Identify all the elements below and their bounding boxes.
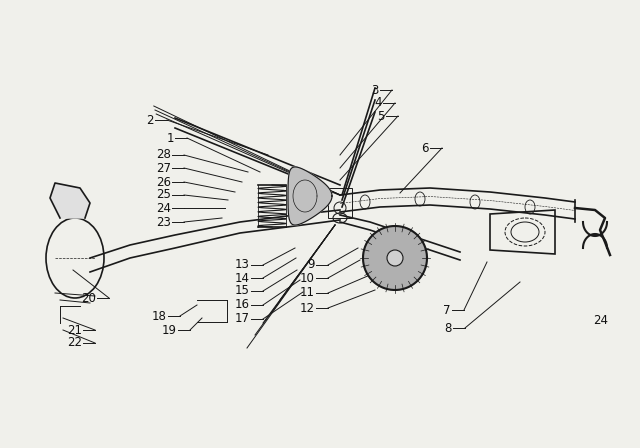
Text: 28: 28 bbox=[156, 148, 171, 161]
Text: 24: 24 bbox=[156, 202, 171, 215]
Text: 3: 3 bbox=[372, 83, 379, 96]
Text: 9: 9 bbox=[307, 258, 315, 271]
Text: 26: 26 bbox=[156, 176, 171, 189]
Text: 15: 15 bbox=[235, 284, 250, 297]
Text: 17: 17 bbox=[235, 313, 250, 326]
Text: 22: 22 bbox=[67, 336, 82, 349]
Text: 12: 12 bbox=[300, 302, 315, 314]
Polygon shape bbox=[50, 183, 90, 218]
Text: 8: 8 bbox=[445, 322, 452, 335]
Text: 20: 20 bbox=[81, 292, 96, 305]
Text: 19: 19 bbox=[162, 323, 177, 336]
Ellipse shape bbox=[387, 250, 403, 266]
Bar bbox=[328, 188, 352, 218]
Text: 1: 1 bbox=[166, 132, 174, 145]
Text: 11: 11 bbox=[300, 287, 315, 300]
Text: 13: 13 bbox=[235, 258, 250, 271]
Text: 16: 16 bbox=[235, 298, 250, 311]
Text: 4: 4 bbox=[374, 96, 382, 109]
Polygon shape bbox=[288, 167, 332, 225]
Text: 10: 10 bbox=[300, 271, 315, 284]
Text: 24: 24 bbox=[593, 314, 608, 327]
Text: 21: 21 bbox=[67, 323, 82, 336]
Text: 23: 23 bbox=[156, 215, 171, 228]
Polygon shape bbox=[363, 226, 427, 290]
Text: 18: 18 bbox=[152, 310, 167, 323]
Text: 2: 2 bbox=[147, 113, 154, 126]
Text: 14: 14 bbox=[235, 271, 250, 284]
Text: 7: 7 bbox=[444, 303, 451, 316]
Text: 27: 27 bbox=[156, 161, 171, 175]
Text: 5: 5 bbox=[378, 109, 385, 122]
Text: 6: 6 bbox=[422, 142, 429, 155]
Text: 25: 25 bbox=[156, 189, 171, 202]
